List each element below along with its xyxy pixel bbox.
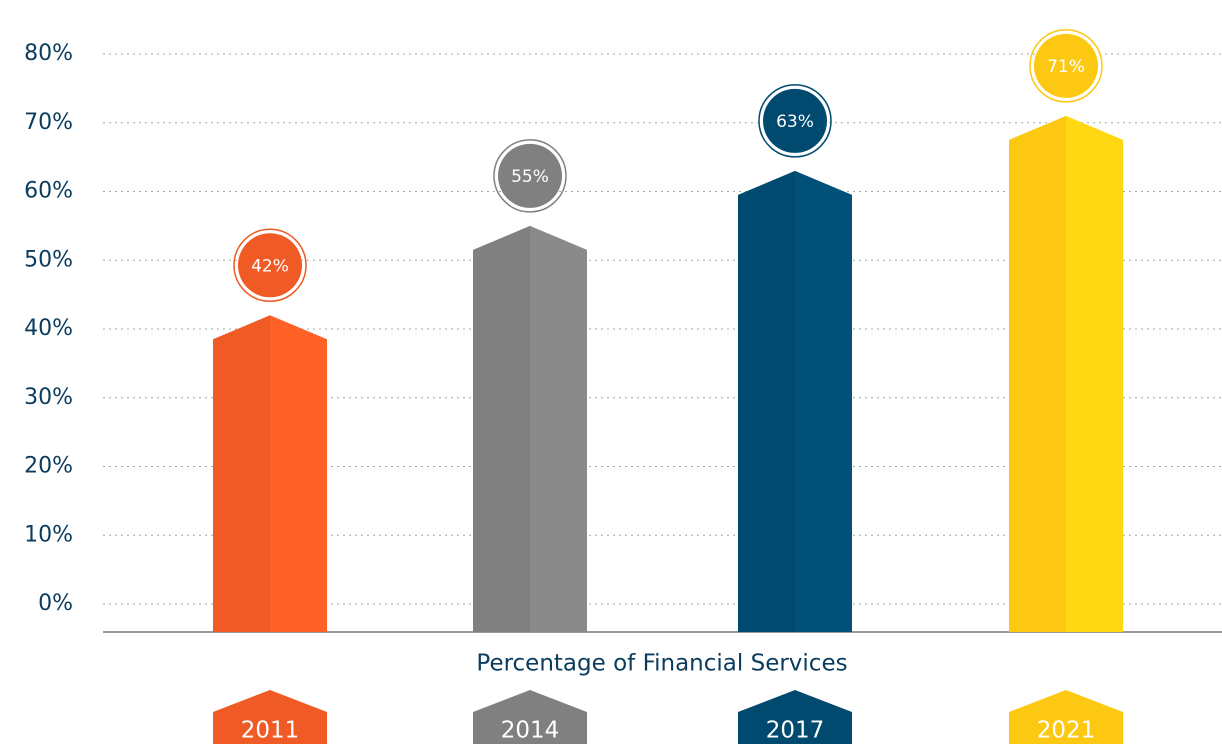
y-tick-label: 30%	[24, 385, 73, 410]
value-label-badge	[238, 233, 302, 298]
value-label-badge	[1034, 33, 1098, 98]
category-tag	[473, 690, 587, 744]
x-tick-label: 2014	[501, 718, 560, 744]
bar	[213, 315, 327, 632]
x-tick-label: 2017	[766, 718, 825, 744]
bar	[738, 170, 852, 632]
bar-face	[530, 225, 587, 632]
value-label: 63%	[776, 112, 814, 132]
bar	[1009, 115, 1123, 632]
category-tag	[738, 690, 852, 744]
bar	[473, 225, 587, 632]
y-tick-label: 0%	[38, 591, 73, 616]
y-tick-label: 10%	[24, 522, 73, 547]
value-label-badge	[763, 88, 827, 153]
bar-face	[738, 170, 795, 632]
category-tag	[213, 690, 327, 744]
value-label: 55%	[511, 167, 549, 187]
y-tick-label: 60%	[24, 179, 73, 204]
y-tick-label: 20%	[24, 454, 73, 479]
bar-face	[213, 315, 270, 632]
value-label-ring	[1029, 29, 1103, 103]
value-label-badge	[498, 143, 562, 208]
value-label: 42%	[251, 256, 289, 276]
bar-face	[473, 225, 530, 632]
value-label-ring	[493, 139, 567, 213]
y-tick-label: 70%	[24, 110, 73, 135]
bar-face	[270, 315, 327, 632]
y-tick-label: 50%	[24, 247, 73, 272]
bar-face	[1009, 115, 1066, 632]
bar-face	[795, 170, 852, 632]
category-tag	[1009, 690, 1123, 744]
x-axis-title: Percentage of Financial Services	[476, 651, 847, 677]
x-tick-label: 2011	[241, 718, 300, 744]
value-label-ring	[758, 84, 832, 158]
y-tick-label: 40%	[24, 316, 73, 341]
value-label: 71%	[1047, 57, 1085, 77]
y-tick-label: 80%	[24, 41, 73, 66]
bar-face	[1066, 115, 1123, 632]
value-label-ring	[233, 228, 307, 302]
x-tick-label: 2021	[1037, 718, 1096, 744]
